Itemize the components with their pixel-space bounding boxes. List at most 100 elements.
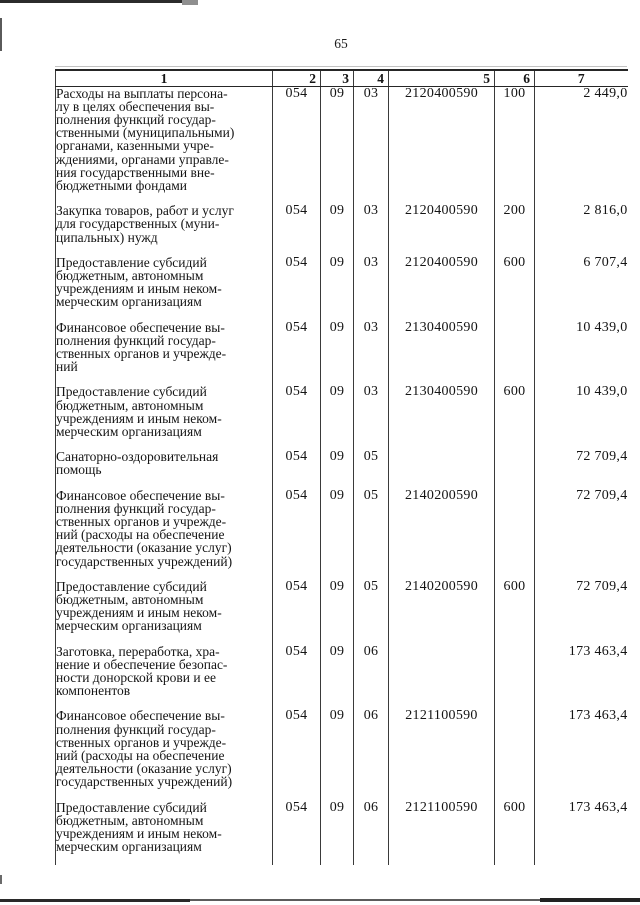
grbs-code-cell: 054 [272, 204, 321, 256]
section-code-cell: 09 [320, 320, 354, 386]
subsection-code-cell: 06 [353, 644, 389, 710]
grbs-code-cell: 054 [272, 709, 321, 801]
header-col-3: 3 [320, 69, 354, 87]
amount-cell: 2 449,0 [534, 86, 628, 205]
target-article-code-cell: 2140200590 [388, 579, 495, 645]
amount-cell: 10 439,0 [534, 385, 628, 451]
scan-artifact-bottom-line-dark-right [540, 898, 640, 902]
header-col-2: 2 [272, 69, 321, 87]
section-code-cell: 09 [320, 488, 354, 580]
target-article-code-cell: 2130400590 [388, 320, 495, 386]
grbs-code-cell: 054 [272, 579, 321, 645]
table-row: Расходы на выплаты персона- лу в целях о… [56, 85, 628, 205]
expense-name-cell: Финансовое обеспечение вы- полнения функ… [56, 319, 227, 375]
grbs-code-cell: 054 [272, 320, 321, 386]
header-col-5: 5 [388, 69, 495, 87]
amount-cell: 2 816,0 [534, 204, 628, 256]
scan-artifact-top-line [0, 0, 196, 3]
expense-type-code-cell [494, 709, 535, 801]
section-code-cell: 09 [320, 709, 354, 801]
amount-cell: 6 707,4 [534, 255, 628, 321]
table-header: 1 2 3 4 5 6 7 [55, 69, 628, 87]
table-row: Закупка товаров, работ и услуг для госуд… [56, 204, 628, 256]
amount-cell: 173 463,4 [534, 644, 628, 710]
amount-cell: 10 439,0 [534, 320, 628, 386]
table-row: Финансовое обеспечение вы- полнения функ… [56, 487, 628, 580]
grbs-code-cell: 054 [272, 800, 321, 866]
target-article-code-cell: 2120400590 [388, 255, 495, 321]
expense-name-cell: Предоставление субсидий бюджетным, автон… [56, 799, 222, 855]
expense-type-code-cell: 600 [494, 579, 535, 645]
expense-type-code-cell: 100 [494, 86, 535, 205]
table-row: Финансовое обеспечение вы- полнения функ… [56, 319, 628, 386]
grbs-code-cell: 054 [272, 255, 321, 321]
subsection-code-cell: 03 [353, 204, 389, 256]
target-article-code-cell: 2120400590 [388, 204, 495, 256]
table-row: Заготовка, переработка, хра- нение и обе… [56, 643, 628, 710]
target-article-code-cell [388, 644, 495, 710]
amount-cell: 72 709,4 [534, 450, 628, 489]
header-col-1: 1 [55, 69, 273, 87]
budget-expense-table: 1 2 3 4 5 6 7 Расходы на выплаты персона… [55, 69, 628, 866]
expense-name-cell: Расходы на выплаты персона- лу в целях о… [56, 85, 235, 193]
table-row: Предоставление субсидий бюджетным, автон… [56, 384, 628, 451]
grbs-code-cell: 054 [272, 644, 321, 710]
scan-artifact-bottom-line-dark-left [0, 899, 190, 902]
header-col-6: 6 [494, 69, 535, 87]
scan-artifact-left-tick [0, 18, 2, 51]
section-code-cell: 09 [320, 800, 354, 866]
subsection-code-cell: 05 [353, 450, 389, 489]
table-row: Предоставление субсидий бюджетным, автон… [56, 254, 628, 321]
expense-name-cell: Предоставление субсидий бюджетным, автон… [56, 254, 222, 310]
section-code-cell: 09 [320, 579, 354, 645]
grbs-code-cell: 054 [272, 450, 321, 489]
section-code-cell: 09 [320, 204, 354, 256]
table-row: Предоставление субсидий бюджетным, автон… [56, 578, 628, 645]
scan-artifact-bottom-line [0, 899, 640, 901]
subsection-code-cell: 03 [353, 255, 389, 321]
target-article-code-cell: 2130400590 [388, 385, 495, 451]
header-col-7: 7 [534, 69, 628, 87]
table-body: Расходы на выплаты персона- лу в целях о… [56, 85, 628, 866]
expense-type-code-cell: 600 [494, 800, 535, 866]
scan-artifact-top-line-gray [182, 0, 198, 5]
expense-name-cell: Заготовка, переработка, хра- нение и обе… [56, 643, 228, 699]
expense-type-code-cell [494, 644, 535, 710]
subsection-code-cell: 05 [353, 579, 389, 645]
section-code-cell: 09 [320, 255, 354, 321]
grbs-code-cell: 054 [272, 385, 321, 451]
table-row: Санаторно-оздоровительная помощь 054 09 … [56, 449, 628, 489]
target-article-code-cell: 2120400590 [388, 86, 495, 205]
grbs-code-cell: 054 [272, 86, 321, 205]
section-code-cell: 09 [320, 385, 354, 451]
expense-type-code-cell: 600 [494, 255, 535, 321]
header-col-4: 4 [353, 69, 389, 87]
expense-type-code-cell [494, 450, 535, 489]
expense-type-code-cell: 600 [494, 385, 535, 451]
subsection-code-cell: 06 [353, 709, 389, 801]
subsection-code-cell: 05 [353, 488, 389, 580]
subsection-code-cell: 06 [353, 800, 389, 866]
scan-artifact-table-shadow [55, 66, 627, 67]
expense-name-cell: Предоставление субсидий бюджетным, автон… [56, 384, 222, 439]
section-code-cell: 09 [320, 86, 354, 205]
grbs-code-cell: 054 [272, 488, 321, 580]
page-number: 65 [334, 36, 348, 51]
section-code-cell: 09 [320, 450, 354, 489]
subsection-code-cell: 03 [353, 385, 389, 451]
expense-name-cell: Предоставление субсидий бюджетным, автон… [56, 578, 222, 634]
scan-artifact-bottom-left-tick [0, 875, 2, 884]
table-row: Финансовое обеспечение вы- полнения функ… [56, 709, 628, 801]
expense-type-code-cell [494, 320, 535, 386]
expense-name-cell: Финансовое обеспечение вы- полнения функ… [56, 487, 233, 569]
subsection-code-cell: 03 [353, 320, 389, 386]
amount-cell: 173 463,4 [534, 709, 628, 801]
target-article-code-cell: 2121100590 [388, 800, 495, 866]
table-row: Предоставление субсидий бюджетным, автон… [56, 799, 628, 866]
expense-name-cell: Санаторно-оздоровительная помощь [56, 449, 219, 478]
target-article-code-cell [388, 450, 495, 489]
amount-cell: 173 463,4 [534, 800, 628, 866]
target-article-code-cell: 2140200590 [388, 488, 495, 580]
subsection-code-cell: 03 [353, 86, 389, 205]
expense-name-cell: Закупка товаров, работ и услуг для госуд… [56, 203, 234, 245]
